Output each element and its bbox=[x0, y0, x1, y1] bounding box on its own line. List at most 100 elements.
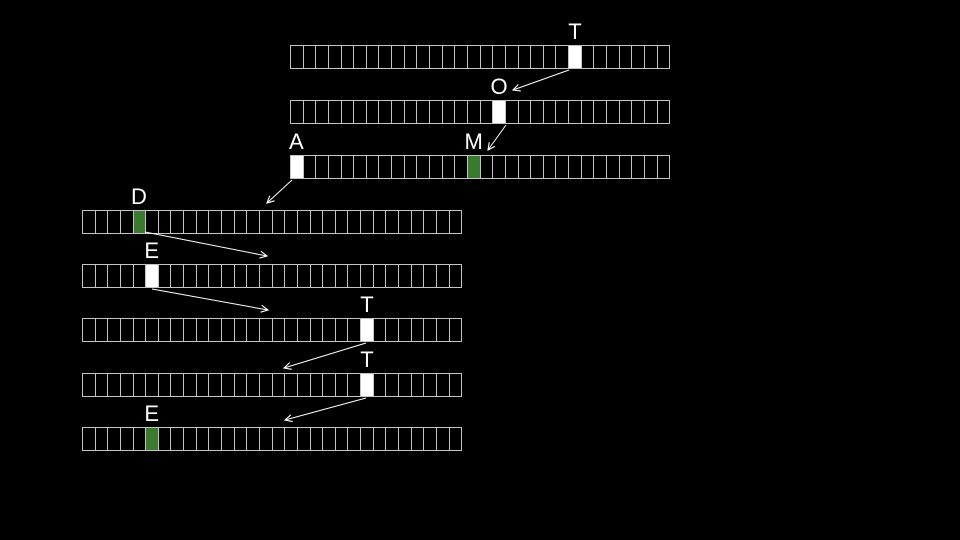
tape-cell bbox=[273, 319, 286, 341]
tape-cell bbox=[342, 46, 355, 68]
tape-cell bbox=[348, 211, 362, 233]
tape-cell bbox=[424, 374, 437, 396]
tape-cell bbox=[247, 374, 260, 396]
tape-cell bbox=[506, 101, 519, 123]
tape-cell bbox=[235, 211, 248, 233]
tape-cell bbox=[354, 46, 367, 68]
tape-cell bbox=[134, 265, 147, 287]
tape-cell bbox=[273, 428, 286, 450]
tape-cell bbox=[430, 101, 443, 123]
tape-cell bbox=[342, 156, 355, 178]
tape-cell bbox=[235, 265, 248, 287]
tape-cell bbox=[159, 374, 172, 396]
tape-cell bbox=[121, 428, 134, 450]
tape-row-6 bbox=[82, 318, 462, 342]
tape-cell bbox=[323, 374, 336, 396]
tape-cell bbox=[348, 374, 362, 396]
tape-cell bbox=[184, 211, 197, 233]
tape-cell bbox=[96, 428, 109, 450]
tape-cell bbox=[361, 265, 374, 287]
tape-cell bbox=[108, 211, 121, 233]
tape-cell bbox=[443, 156, 456, 178]
tape-cell bbox=[450, 428, 462, 450]
arrow bbox=[151, 288, 270, 313]
tape-cell bbox=[235, 428, 248, 450]
tape-cell bbox=[569, 156, 582, 178]
tape-cell bbox=[519, 156, 532, 178]
tape-cell bbox=[386, 374, 400, 396]
tape-cell bbox=[134, 374, 147, 396]
tape-cell bbox=[386, 211, 400, 233]
tape-cell bbox=[209, 319, 223, 341]
tape-cell bbox=[493, 156, 506, 178]
tape-cell bbox=[392, 46, 405, 68]
tape-cell bbox=[134, 319, 147, 341]
tape-cell bbox=[96, 319, 109, 341]
tape-cell bbox=[134, 428, 147, 450]
tape-cell bbox=[556, 46, 570, 68]
tape-row-3 bbox=[290, 155, 670, 179]
tape-cell bbox=[645, 156, 658, 178]
tape-cell bbox=[645, 101, 658, 123]
tape-cell bbox=[298, 374, 311, 396]
tape-cell bbox=[367, 101, 380, 123]
tape-cell bbox=[197, 374, 210, 396]
cell-label-t: T bbox=[360, 292, 374, 317]
tape-cell bbox=[311, 428, 324, 450]
tape-cell bbox=[273, 374, 286, 396]
highlighted-cell-m bbox=[467, 156, 481, 178]
tape-cell bbox=[399, 319, 412, 341]
tape-cell bbox=[519, 101, 532, 123]
highlighted-cell-a bbox=[291, 156, 304, 178]
tape-cell bbox=[336, 211, 349, 233]
tape-cell bbox=[108, 374, 121, 396]
tape-cell bbox=[437, 319, 450, 341]
tape-cell bbox=[544, 101, 557, 123]
tape-cell bbox=[329, 156, 342, 178]
tape-cell bbox=[531, 101, 544, 123]
tape-cell bbox=[171, 374, 185, 396]
tape-cell bbox=[298, 428, 311, 450]
tape-cell bbox=[247, 428, 260, 450]
tape-cell bbox=[159, 265, 172, 287]
tape-cell bbox=[197, 428, 210, 450]
tape-cell bbox=[247, 211, 260, 233]
tape-cell bbox=[222, 265, 235, 287]
tape-cell bbox=[316, 101, 329, 123]
tape-cell bbox=[367, 46, 380, 68]
tape-cell bbox=[159, 211, 172, 233]
tape-cell bbox=[146, 211, 159, 233]
tape-cell bbox=[121, 211, 134, 233]
tape-cell bbox=[209, 374, 223, 396]
tape-cell bbox=[430, 46, 443, 68]
tape-cell bbox=[336, 374, 349, 396]
tape-cell bbox=[146, 319, 159, 341]
tape-cell bbox=[209, 265, 223, 287]
tape-cell bbox=[260, 319, 273, 341]
tape-cell bbox=[121, 374, 134, 396]
tape-cell bbox=[450, 265, 462, 287]
tape-cell bbox=[399, 265, 412, 287]
tape-cell bbox=[146, 374, 159, 396]
tape-cell bbox=[531, 156, 544, 178]
tape-cell bbox=[582, 46, 595, 68]
tape-cell bbox=[645, 46, 658, 68]
tape-cell bbox=[405, 156, 418, 178]
tape-cell bbox=[260, 428, 273, 450]
highlighted-cell-t bbox=[569, 46, 582, 68]
tape-cell bbox=[493, 46, 506, 68]
tape-row-2 bbox=[290, 100, 670, 124]
tape-cell bbox=[304, 46, 317, 68]
tape-cell bbox=[412, 374, 425, 396]
cell-label-d: D bbox=[131, 184, 147, 209]
tape-cell bbox=[311, 374, 324, 396]
tape-cell bbox=[336, 265, 349, 287]
tape-cell bbox=[298, 319, 311, 341]
tape-cell bbox=[83, 211, 96, 233]
tape-cell bbox=[83, 319, 96, 341]
tape-cell bbox=[285, 374, 298, 396]
tape-cell bbox=[379, 101, 393, 123]
tape-cell bbox=[374, 374, 387, 396]
tape-cell bbox=[424, 265, 437, 287]
highlighted-cell-o bbox=[493, 101, 506, 123]
